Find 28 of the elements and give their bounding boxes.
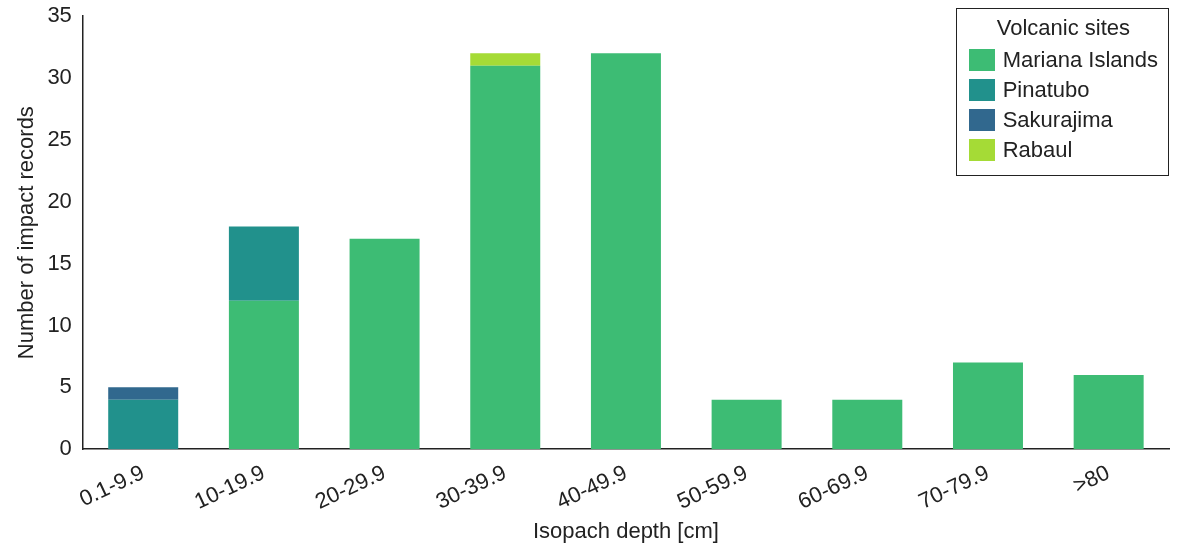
y-tick-label: 20: [47, 187, 72, 213]
legend-label: Mariana Islands: [1002, 47, 1158, 73]
y-tick-label: 0: [59, 435, 72, 461]
y-axis-title: Number of impact records: [13, 106, 39, 360]
bar: [832, 399, 903, 450]
y-tick-label: 35: [47, 2, 72, 28]
y-tick-label: 10: [47, 311, 72, 337]
bar: [470, 53, 541, 66]
y-tick-label: 5: [59, 373, 72, 399]
legend-label: Sakurajima: [1002, 107, 1113, 133]
bar: [228, 300, 299, 450]
x-axis-title: Isopach depth [cm]: [532, 517, 719, 543]
bar: [108, 387, 179, 400]
bar: [952, 362, 1023, 450]
bar: [228, 226, 299, 301]
legend-title: Volcanic sites: [995, 15, 1131, 41]
y-tick-label: 30: [47, 64, 72, 90]
bar: [1073, 374, 1144, 450]
x-tick-label: >80: [1068, 459, 1114, 498]
legend-label: Pinatubo: [1002, 77, 1090, 103]
bar: [590, 53, 661, 450]
bar: [711, 399, 782, 450]
y-tick-label: 25: [47, 125, 72, 151]
legend-label: Rabaul: [1002, 137, 1073, 163]
bar: [470, 65, 541, 450]
y-tick-label: 15: [47, 249, 72, 275]
bar: [349, 238, 420, 450]
bar: [108, 399, 179, 450]
